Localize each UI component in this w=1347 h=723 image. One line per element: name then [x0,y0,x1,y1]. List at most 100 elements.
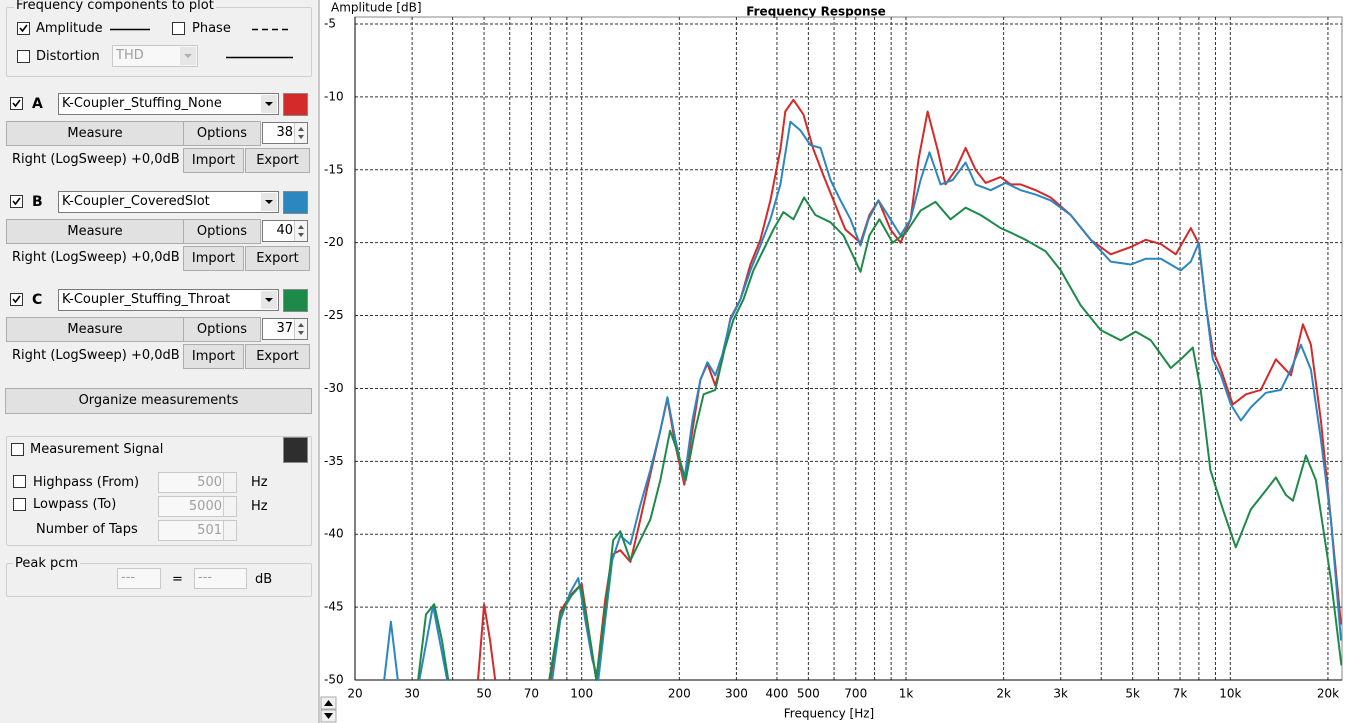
x-tick-label: 5k [1125,687,1140,701]
combo-measurement[interactable]: K-Coupler_Stuffing_None [58,93,279,115]
scroll-arrows[interactable] [320,696,337,723]
group-peak [6,563,312,597]
button-measure[interactable]: Measure [6,317,184,342]
group-title: Frequency components to plot [14,0,216,13]
y-tick-label: -30 [324,381,344,395]
spin-arrows [294,123,307,143]
chart-title: Frequency Response [746,5,886,19]
color-swatch[interactable] [283,191,308,214]
y-axis-label: Amplitude [dB] [331,1,422,15]
measurement-source: Right (LogSweep) +0,0dB [12,348,180,363]
button-import[interactable]: Import [183,246,244,271]
button-import[interactable]: Import [183,148,244,173]
checkbox-amplitude[interactable] [17,22,30,35]
checkbox-measurement-signal[interactable] [11,443,24,456]
combo-arrow [261,95,277,113]
chart-background [320,0,1347,723]
label-taps: Number of Taps [36,522,138,537]
spin-count[interactable]: 37 [262,318,308,340]
button-options[interactable]: Options [183,121,261,146]
measurement-letter: A [32,96,43,112]
spin-arrows [294,221,307,241]
spin-value: 40 [276,223,293,238]
checkbox-lowpass[interactable] [13,498,26,511]
spin-arrows [223,497,236,516]
x-tick-label: 2k [996,687,1011,701]
x-tick-label: 1k [899,687,914,701]
signal-color-swatch[interactable] [283,437,308,463]
combo-text: K-Coupler_Stuffing_Throat [62,292,231,307]
x-tick-label: 100 [570,687,593,701]
x-tick-label: 700 [844,687,867,701]
button-export[interactable]: Export [245,344,310,369]
measurement-letter: B [32,194,43,210]
peak-left-field: --- [117,568,161,589]
y-tick-label: -10 [324,89,344,103]
button-measure[interactable]: Measure [6,121,184,146]
color-swatch[interactable] [283,93,308,116]
peak-unit: dB [255,572,273,587]
combo-distortion-type[interactable]: THD [112,45,198,67]
spin-value: 500 [197,475,222,490]
button-options[interactable]: Options [183,317,261,342]
x-tick-label: 10k [1219,687,1241,701]
spin-value: 5000 [188,499,222,514]
button-import[interactable]: Import [183,344,244,369]
label-lowpass: Lowpass (To) [33,497,117,512]
button-organize[interactable]: Organize measurements [5,388,312,414]
y-tick-label: -25 [324,308,344,322]
line-style-dashed [252,28,292,31]
y-tick-label: -45 [324,600,344,614]
spin-count[interactable]: 40 [262,220,308,242]
combo-measurement[interactable]: K-Coupler_Stuffing_Throat [58,289,279,311]
x-tick-label: 30 [404,687,419,701]
spin-arrows [223,521,236,540]
peak-right-field: --- [194,568,247,589]
y-tick-label: -35 [324,454,344,468]
button-options[interactable]: Options [183,219,261,244]
y-tick-label: -50 [324,673,344,687]
x-tick-label: 70 [524,687,539,701]
spin-arrows [294,319,307,339]
button-measure[interactable]: Measure [6,219,184,244]
y-tick-label: -5 [324,17,336,31]
checkbox-highpass[interactable] [13,475,26,488]
group-title: Peak pcm [13,556,81,571]
check-mark [12,295,21,304]
splitter [318,0,320,723]
spin-highpass[interactable]: 500 [158,472,237,493]
x-tick-label: 3k [1053,687,1068,701]
color-swatch[interactable] [283,289,308,312]
spin-lowpass[interactable]: 5000 [158,496,237,517]
label-phase: Phase [192,21,231,36]
combo-measurement[interactable]: K-Coupler_CoveredSlot [58,191,279,213]
measurement-letter: C [32,292,43,308]
y-tick-label: -20 [324,235,344,249]
label-highpass: Highpass (From) [33,475,140,490]
checkbox-measurement[interactable] [10,97,23,110]
button-export[interactable]: Export [245,246,310,271]
spin-taps[interactable]: 501 [158,520,237,541]
spin-value: 37 [276,321,293,336]
combo-arrow [261,291,277,309]
x-tick-label: 300 [725,687,748,701]
check-mark [12,99,21,108]
checkbox-measurement[interactable] [10,195,23,208]
checkbox-measurement[interactable] [10,293,23,306]
measurement-source: Right (LogSweep) +0,0dB [12,152,180,167]
x-tick-label: 20 [347,687,362,701]
unit-hz: Hz [251,475,268,490]
label-distortion: Distortion [36,49,100,64]
combo-arrow [180,47,196,65]
label-amplitude: Amplitude [36,21,103,36]
peak-equals: = [172,572,183,587]
button-export[interactable]: Export [245,148,310,173]
checkbox-phase[interactable] [172,22,185,35]
line-style-solid [110,28,150,31]
checkbox-distortion[interactable] [17,50,30,63]
y-tick-label: -15 [324,162,344,176]
spin-count[interactable]: 38 [262,122,308,144]
group-measurement-signal [6,436,312,546]
x-tick-label: 500 [797,687,820,701]
